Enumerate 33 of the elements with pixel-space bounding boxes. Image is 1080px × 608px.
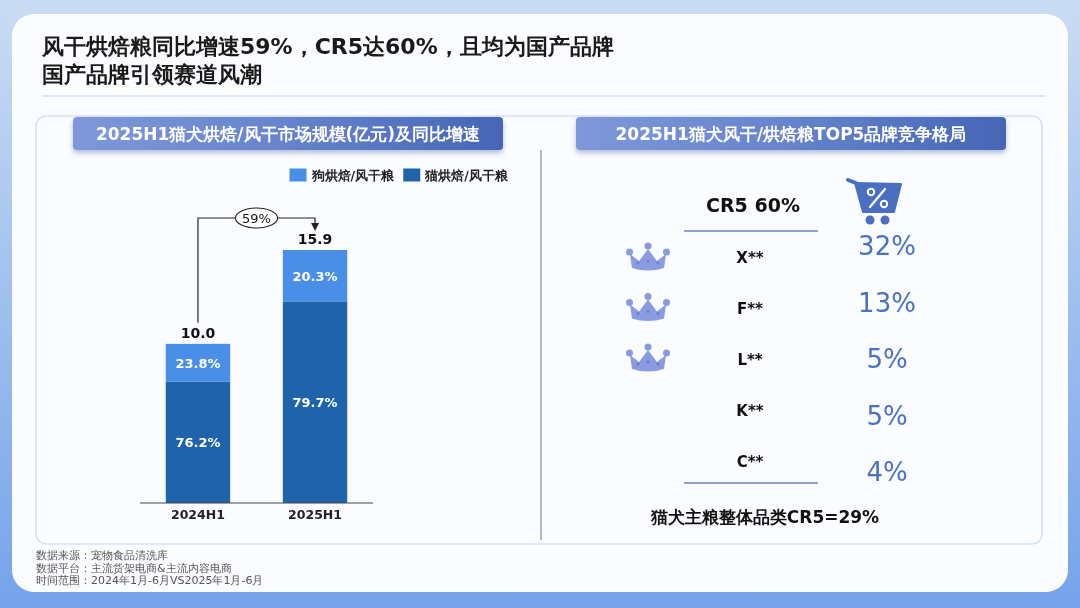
legend-label: 猫烘焙/风干粮 [424,167,509,183]
text: 国产品牌引领赛道风潮 [42,62,262,87]
annotation: 76.2% [175,435,221,451]
text: 风干烘焙粮同比增速59%，CR5达60%，且均为国产品牌 [41,34,614,59]
data-label: 5% [866,400,908,431]
annotation: 23.8% [175,355,221,371]
data-label: 5% [866,344,908,374]
annotation: 20.3% [292,268,338,284]
x-tick-label: 2025H1 [288,507,343,522]
text: 59% [242,210,271,226]
data-label: 4% [866,457,908,487]
text: 猫犬主粮整体品类CR5=29% [649,507,880,527]
annotation: 10.0 [180,324,216,341]
chart-title: 2025H1猫犬烘焙/风干市场规模(亿元)及同比增速 [95,123,481,144]
bar [282,301,348,503]
annotation: 15.9 [297,231,333,247]
data-label: 32% [858,231,916,261]
text: 2025H1猫犬风干/烘焙粮TOP5品牌竞争格局 [615,123,967,144]
category-label: K** [736,402,764,420]
category-label: C** [736,453,764,471]
legend-label: 狗烘焙/风干粮 [310,167,396,183]
annotation: 79.7% [292,395,338,411]
category-label: F** [737,300,764,318]
text: CR5 60% [706,194,800,216]
text: 时间范围：2024年1月-6月VS2025年1月-6月 [36,574,264,587]
bar [282,250,348,302]
data-label: 13% [858,287,916,318]
text: 数据平台：主流货架电商&主流内容电商 [36,561,232,575]
category-label: L** [737,351,763,369]
bar [165,381,231,503]
category-label: X** [736,249,764,267]
source-note: 数据来源：宠物食品清洗库 [36,549,168,562]
x-tick-label: 2024H1 [170,507,225,522]
